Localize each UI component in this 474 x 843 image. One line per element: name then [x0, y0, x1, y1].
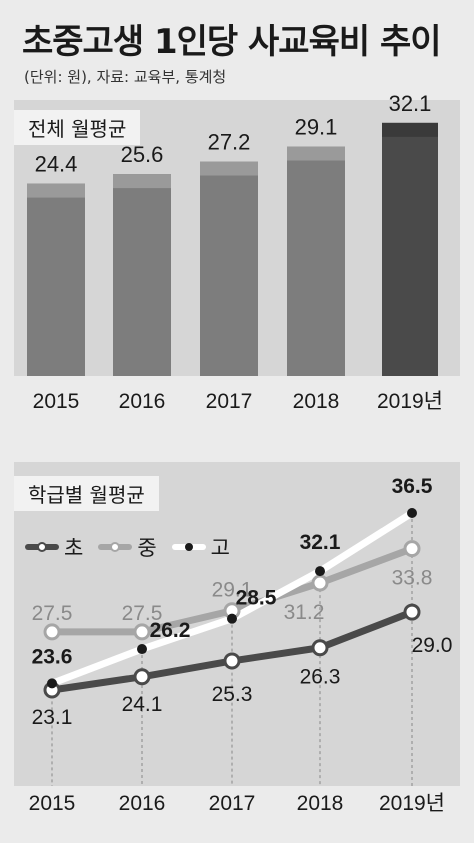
series-value-label-초: 26.3 — [300, 666, 341, 689]
bar-x-tick-label: 2019년 — [377, 390, 443, 413]
bar-x-tick-label: 2016 — [119, 390, 166, 413]
bar-value-label: 32.1 — [389, 91, 432, 116]
series-value-label-고: 32.1 — [300, 531, 341, 554]
series-point-초 — [403, 603, 421, 621]
series-value-label-고: 28.5 — [236, 587, 277, 610]
bar-2016 — [113, 174, 171, 376]
bar-value-label: 24.4 — [35, 152, 78, 177]
bar-2018 — [287, 146, 345, 376]
series-point-고 — [315, 566, 325, 577]
series-point-중 — [311, 574, 329, 592]
legend-marker-middle — [98, 542, 133, 552]
legend-label-middle: 중 — [137, 536, 157, 560]
line-x-tick-label: 2019년 — [379, 792, 445, 815]
line-chart-legend: 초 중 고 — [24, 532, 230, 562]
bar-value-label: 25.6 — [121, 142, 164, 167]
legend-item-high: 고 — [171, 532, 230, 562]
series-value-label-초: 29.0 — [412, 634, 453, 657]
series-point-초 — [311, 639, 329, 657]
line-x-tick-label: 2018 — [297, 792, 344, 815]
series-point-중 — [43, 623, 61, 641]
bar-cap-2017 — [200, 161, 258, 176]
bar-value-label: 29.1 — [295, 115, 338, 140]
bar-cap-2018 — [287, 146, 345, 161]
series-point-고 — [137, 644, 147, 655]
series-value-label-중: 33.8 — [392, 567, 433, 590]
bar-x-tick-label: 2015 — [33, 390, 80, 413]
series-point-고 — [407, 508, 417, 518]
bar-2019년 — [382, 122, 438, 377]
series-point-중 — [403, 540, 421, 558]
series-value-label-고: 36.5 — [392, 475, 433, 498]
series-value-label-중: 27.5 — [122, 602, 163, 625]
series-value-label-중: 31.2 — [284, 601, 325, 624]
page-title: 초중고생 1인당 사교육비 추이 — [22, 22, 442, 62]
bar-2015 — [27, 183, 85, 376]
bar-x-tick-label: 2017 — [206, 390, 253, 413]
bar-cap-2016 — [113, 174, 171, 189]
series-point-고 — [227, 613, 237, 624]
bar-value-label: 27.2 — [208, 130, 251, 155]
series-value-label-초: 24.1 — [122, 693, 163, 716]
series-value-label-고: 23.6 — [32, 645, 73, 668]
legend-label-high: 고 — [210, 536, 230, 560]
bar-2017 — [200, 161, 258, 376]
line-x-tick-label: 2017 — [209, 792, 256, 815]
series-value-label-고: 26.2 — [150, 619, 191, 642]
legend-item-elementary: 초 — [24, 532, 83, 562]
source-note: (단위: 원), 자료: 교육부, 통계청 — [24, 68, 227, 86]
series-value-label-중: 29.1 — [212, 579, 253, 602]
legend-item-middle: 중 — [97, 532, 157, 562]
bar-cap-2015 — [27, 183, 85, 198]
legend-marker-high — [171, 543, 206, 551]
bar-cap-2019년 — [382, 122, 438, 137]
legend-marker-elementary — [25, 542, 59, 552]
series-point-초 — [223, 652, 241, 670]
series-point-초 — [133, 668, 151, 686]
series-value-label-중: 27.5 — [32, 602, 73, 625]
bar-x-tick-label: 2018 — [293, 390, 340, 413]
series-point-중 — [133, 623, 151, 641]
legend-label-elementary: 초 — [64, 536, 84, 560]
series-value-label-초: 25.3 — [212, 683, 253, 706]
series-point-고 — [47, 678, 57, 689]
line-x-tick-label: 2016 — [119, 792, 166, 815]
bar-chart-label: 전체 월평균 — [14, 110, 141, 145]
line-chart-label: 학급별 월평균 — [14, 476, 159, 511]
series-value-label-초: 23.1 — [32, 706, 73, 729]
line-x-tick-label: 2015 — [29, 792, 76, 815]
